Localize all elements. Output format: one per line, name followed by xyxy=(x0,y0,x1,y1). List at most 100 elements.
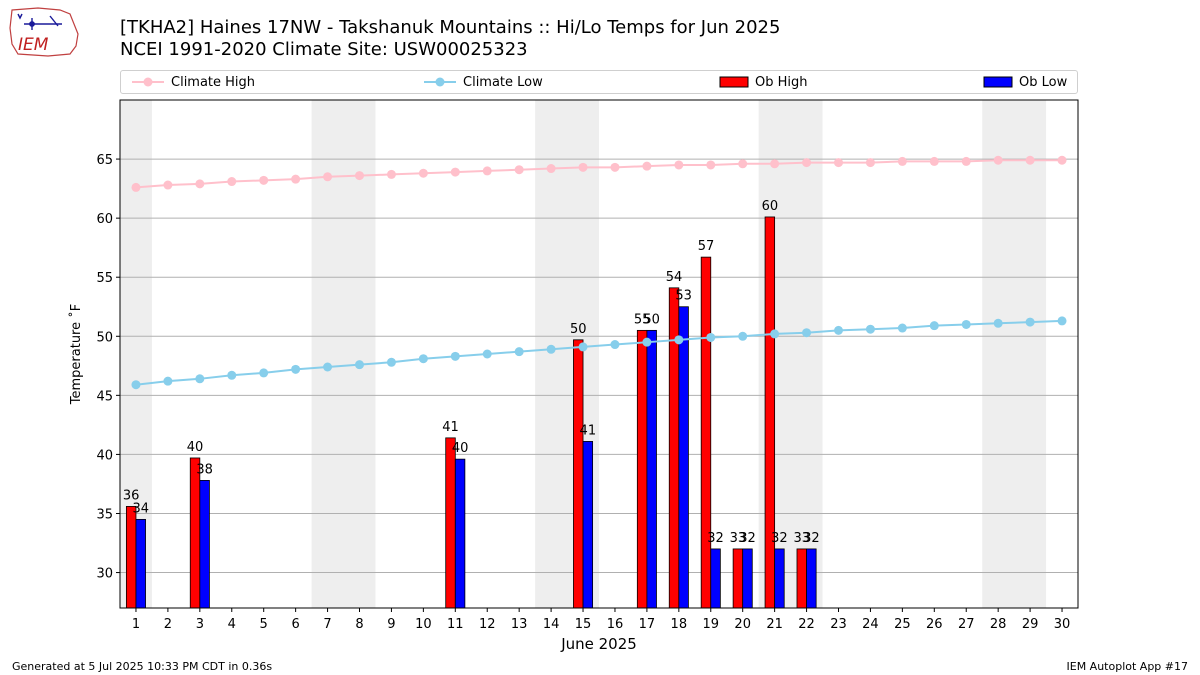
climate-high-point xyxy=(355,171,364,181)
climate-low-point xyxy=(386,357,396,367)
ob-high-bar xyxy=(764,216,776,609)
climate-low-point xyxy=(674,335,684,345)
ob-low-label: 38 xyxy=(196,462,213,477)
climate-low-point xyxy=(450,351,460,361)
climate-high-point xyxy=(1057,155,1067,165)
climate-high-point xyxy=(450,167,460,177)
legend-climate-high: Climate High xyxy=(131,71,255,93)
climate-high-point xyxy=(1025,155,1035,165)
climate-low-point xyxy=(514,347,524,357)
climate-high-point xyxy=(514,165,524,175)
climate-high-point xyxy=(865,158,875,168)
x-tick-label: 3 xyxy=(196,617,204,632)
x-tick-label: 25 xyxy=(894,617,911,632)
ob-low-label: 41 xyxy=(580,423,597,438)
climate-high-point xyxy=(610,162,620,172)
x-tick-label: 6 xyxy=(291,617,299,632)
ob-low-label: 32 xyxy=(739,531,756,546)
ob-high-bar xyxy=(445,437,456,609)
y-tick-label: 35 xyxy=(96,507,113,522)
legend-ob-low-label: Ob Low xyxy=(1019,74,1068,90)
ob-high-label: 41 xyxy=(442,420,459,435)
climate-low-point xyxy=(770,329,780,339)
ob-high-label: 57 xyxy=(698,239,715,254)
logo-text: IEM xyxy=(18,35,49,55)
climate-low-point xyxy=(355,360,364,370)
plot-frame xyxy=(119,99,1079,609)
climate-high-point xyxy=(834,158,843,168)
climate-high-point xyxy=(738,159,748,169)
y-tick-label: 60 xyxy=(96,212,113,227)
climate-low-point xyxy=(546,344,556,354)
climate-high-point xyxy=(131,182,141,192)
ob-low-label: 50 xyxy=(643,312,660,327)
climate-high-point xyxy=(546,164,556,174)
climate-low-point xyxy=(738,331,748,341)
y-axis-label: Temperature ˚F xyxy=(68,304,84,405)
weekend-band xyxy=(758,100,823,608)
x-tick-label: 30 xyxy=(1054,617,1071,632)
climate-low-point xyxy=(802,328,812,338)
x-tick-label: 17 xyxy=(639,617,656,632)
climate-high-point xyxy=(323,172,333,182)
legend-climate-low: Climate Low xyxy=(423,71,543,93)
ob-high-label: 40 xyxy=(187,440,204,455)
x-tick-label: 29 xyxy=(1022,617,1039,632)
legend-climate-high-label: Climate High xyxy=(171,74,256,90)
x-tick-label: 23 xyxy=(830,617,847,632)
x-tick-label: 14 xyxy=(543,617,560,632)
x-tick-label: 28 xyxy=(990,617,1007,632)
ob-high-label: 33 xyxy=(730,531,747,546)
ob-high-bar xyxy=(636,329,648,609)
ob-low-label: 32 xyxy=(803,531,820,546)
legend-climate-low-label: Climate Low xyxy=(463,74,543,90)
ob-low-swatch xyxy=(983,76,1013,88)
x-tick-label: 26 xyxy=(926,617,943,632)
ob-high-label: 33 xyxy=(794,531,811,546)
y-tick-label: 65 xyxy=(96,153,113,168)
climate-low-point xyxy=(291,364,301,374)
footer-app: IEM Autoplot App #17 xyxy=(1066,660,1189,673)
climate-high-line xyxy=(135,159,1063,189)
climate-high-point xyxy=(961,156,971,166)
ob-high-label: 60 xyxy=(762,199,779,214)
y-tick-label: 40 xyxy=(96,448,113,463)
climate-high-point xyxy=(163,180,173,190)
climate-low-point xyxy=(834,325,843,335)
ob-low-label: 40 xyxy=(452,441,469,456)
chart-title-line2: NCEI 1991-2020 Climate Site: USW00025323 xyxy=(120,39,528,60)
footer-generated: Generated at 5 Jul 2025 10:33 PM CDT in … xyxy=(12,660,273,673)
ob-high-bar xyxy=(668,287,680,609)
ob-high-label: 55 xyxy=(634,312,651,327)
climate-low-point xyxy=(897,323,907,333)
x-tick-label: 10 xyxy=(415,617,432,632)
climate-high-point xyxy=(418,168,428,178)
weekend-band xyxy=(120,100,152,608)
climate-low-point xyxy=(131,380,141,390)
legend-ob-low: Ob Low xyxy=(983,71,1067,93)
ob-low-label: 32 xyxy=(771,531,788,546)
climate-low-point xyxy=(1057,316,1067,326)
ob-low-bar xyxy=(199,480,210,609)
ob-low-bar xyxy=(774,548,785,609)
x-tick-label: 18 xyxy=(671,617,688,632)
climate-high-point xyxy=(195,179,205,189)
ob-low-bar xyxy=(135,518,146,609)
chart-legend: Climate High Climate Low Ob High Ob Low xyxy=(120,70,1078,94)
climate-low-point xyxy=(610,340,620,350)
ob-low-label: 32 xyxy=(707,531,724,546)
climate-low-point xyxy=(323,362,333,372)
x-tick-label: 12 xyxy=(479,617,496,632)
x-tick-label: 11 xyxy=(447,617,464,632)
ob-high-label: 50 xyxy=(570,322,587,337)
x-tick-label: 16 xyxy=(607,617,624,632)
ob-low-label: 53 xyxy=(675,289,692,304)
ob-high-bar xyxy=(732,548,744,609)
x-tick-label: 4 xyxy=(228,617,236,632)
ob-high-label: 36 xyxy=(123,488,140,503)
x-axis-label: June 2025 xyxy=(560,635,637,653)
ob-high-bar xyxy=(189,457,201,609)
climate-high-point xyxy=(227,177,237,187)
weekend-band xyxy=(982,100,1047,608)
